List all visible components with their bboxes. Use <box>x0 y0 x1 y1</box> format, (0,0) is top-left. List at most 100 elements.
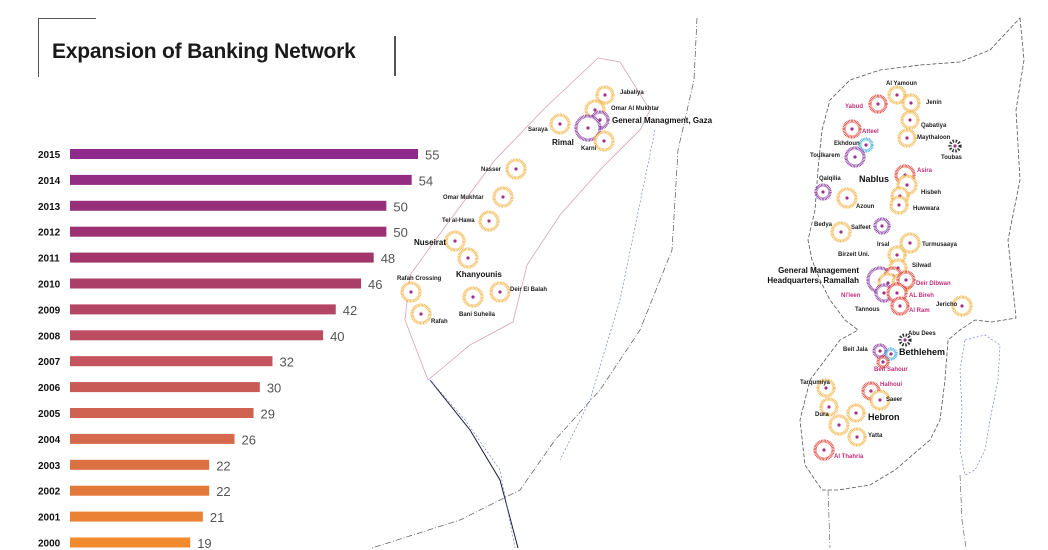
map-label: Tannous <box>855 307 880 313</box>
map-label: Khanyounis <box>456 270 502 279</box>
branch-dot <box>880 224 884 228</box>
map-label: Irsal <box>877 242 890 248</box>
map-label: AL Bireh <box>909 293 934 299</box>
bar <box>70 408 254 418</box>
bar <box>70 174 412 185</box>
branch-dot <box>837 423 841 427</box>
boundary-line <box>429 379 516 549</box>
bar-year-label: 2004 <box>38 435 61 446</box>
branch-dot <box>514 167 518 171</box>
map-label: General Management <box>778 266 859 275</box>
bar-year-label: 2014 <box>38 176 61 187</box>
bar-value-label: 32 <box>279 355 293 370</box>
branch-dot <box>882 291 886 295</box>
title-frame-edge <box>394 36 396 76</box>
branch-dot <box>895 93 899 97</box>
branch-dot <box>853 155 857 159</box>
map-label: Turmusaaya <box>922 242 958 248</box>
map-label: Atteel <box>862 129 879 135</box>
boundary-line <box>559 129 656 461</box>
map-label: Bani Suheila <box>459 312 496 318</box>
bar-year-label: 2002 <box>38 487 61 498</box>
bar-year-label: 2009 <box>38 305 61 316</box>
border-line <box>959 474 967 549</box>
branch-dot <box>419 312 423 316</box>
bar-year-label: 2008 <box>38 331 61 342</box>
map-label: Nuseirat <box>414 238 446 247</box>
branch-dot <box>905 183 909 187</box>
bar-value-label: 46 <box>368 277 382 292</box>
bar <box>70 149 418 159</box>
bar-value-label: 22 <box>216 458 230 473</box>
map-label: Saraya <box>528 127 548 133</box>
map-label: Salfeet <box>851 225 871 231</box>
bar-value-label: 50 <box>393 199 407 214</box>
branch-dot <box>471 295 475 299</box>
branch-dot <box>466 256 470 260</box>
branch-dot <box>603 93 607 97</box>
map-label: Nasser <box>481 167 502 173</box>
map-label: Al Thahria <box>834 454 864 460</box>
branch-dot <box>487 219 491 223</box>
map-label: Birzeit Uni. <box>838 252 870 258</box>
bar-year-label: 2005 <box>38 409 61 420</box>
branch-dot <box>845 196 849 200</box>
map-label: Qalqilia <box>819 176 841 182</box>
branch-dot <box>886 281 890 285</box>
map-label: Toubas <box>941 155 963 161</box>
branch-dot <box>897 203 901 207</box>
branch-dot <box>501 195 505 199</box>
bar-value-label: 54 <box>419 173 433 188</box>
westbank-outline <box>799 17 1025 491</box>
dead-sea <box>959 334 1001 476</box>
bar <box>70 278 362 289</box>
branch-dot <box>827 405 831 409</box>
branch-dot <box>602 139 606 143</box>
branch-dot <box>586 126 590 130</box>
branch-dot <box>960 304 964 308</box>
branch-dot <box>558 122 562 126</box>
map-label: Tarqumiya <box>800 380 831 386</box>
map-label: Bedya <box>814 222 833 228</box>
map-label: Jenin <box>926 100 942 106</box>
branch-dot <box>850 127 854 131</box>
border-line <box>827 489 831 549</box>
branch-dot <box>839 230 843 234</box>
map-label: Dura <box>815 412 829 418</box>
branch-dot <box>869 389 873 393</box>
bar-value-label: 50 <box>393 225 407 240</box>
map-label: Deir Dibwan <box>916 281 951 287</box>
border-line <box>429 379 519 549</box>
map-label: Omar Mukhtar <box>443 195 484 201</box>
map-label: Saeer <box>886 397 903 403</box>
gaza-outline <box>404 57 651 381</box>
title-frame <box>38 17 397 77</box>
branch-dot <box>453 239 457 243</box>
branch-dot <box>881 360 885 364</box>
branch-dot <box>876 102 880 106</box>
bar-year-label: 2011 <box>38 254 60 265</box>
border-line <box>371 17 698 549</box>
map-label: Tel al-Hawa <box>442 218 475 224</box>
branch-dot <box>864 143 868 147</box>
map-label: Huwwara <box>913 206 940 212</box>
map-label: Bethlehem <box>899 347 945 357</box>
bar-value-label: 42 <box>343 303 357 318</box>
map-label: Deir El Balah <box>510 287 547 293</box>
bar-year-label: 2001 <box>38 513 61 524</box>
map-label: Ni'leen <box>841 293 861 299</box>
map-label: Rafah <box>431 319 448 325</box>
branch-dot <box>908 118 912 122</box>
bar-year-label: 2007 <box>38 357 61 368</box>
map-label: Yabud <box>845 104 863 110</box>
map-label: Qabatiya <box>921 123 947 129</box>
bar-value-label: 21 <box>210 510 224 525</box>
bar-value-label: 40 <box>330 329 344 344</box>
map-label: Abu Dees <box>908 331 936 337</box>
bar <box>70 330 324 341</box>
map-label: Rafah Crossing <box>397 276 442 282</box>
bar-year-label: 2003 <box>38 461 61 472</box>
branch-dot <box>898 304 902 308</box>
bar-year-label: 2000 <box>38 539 61 550</box>
